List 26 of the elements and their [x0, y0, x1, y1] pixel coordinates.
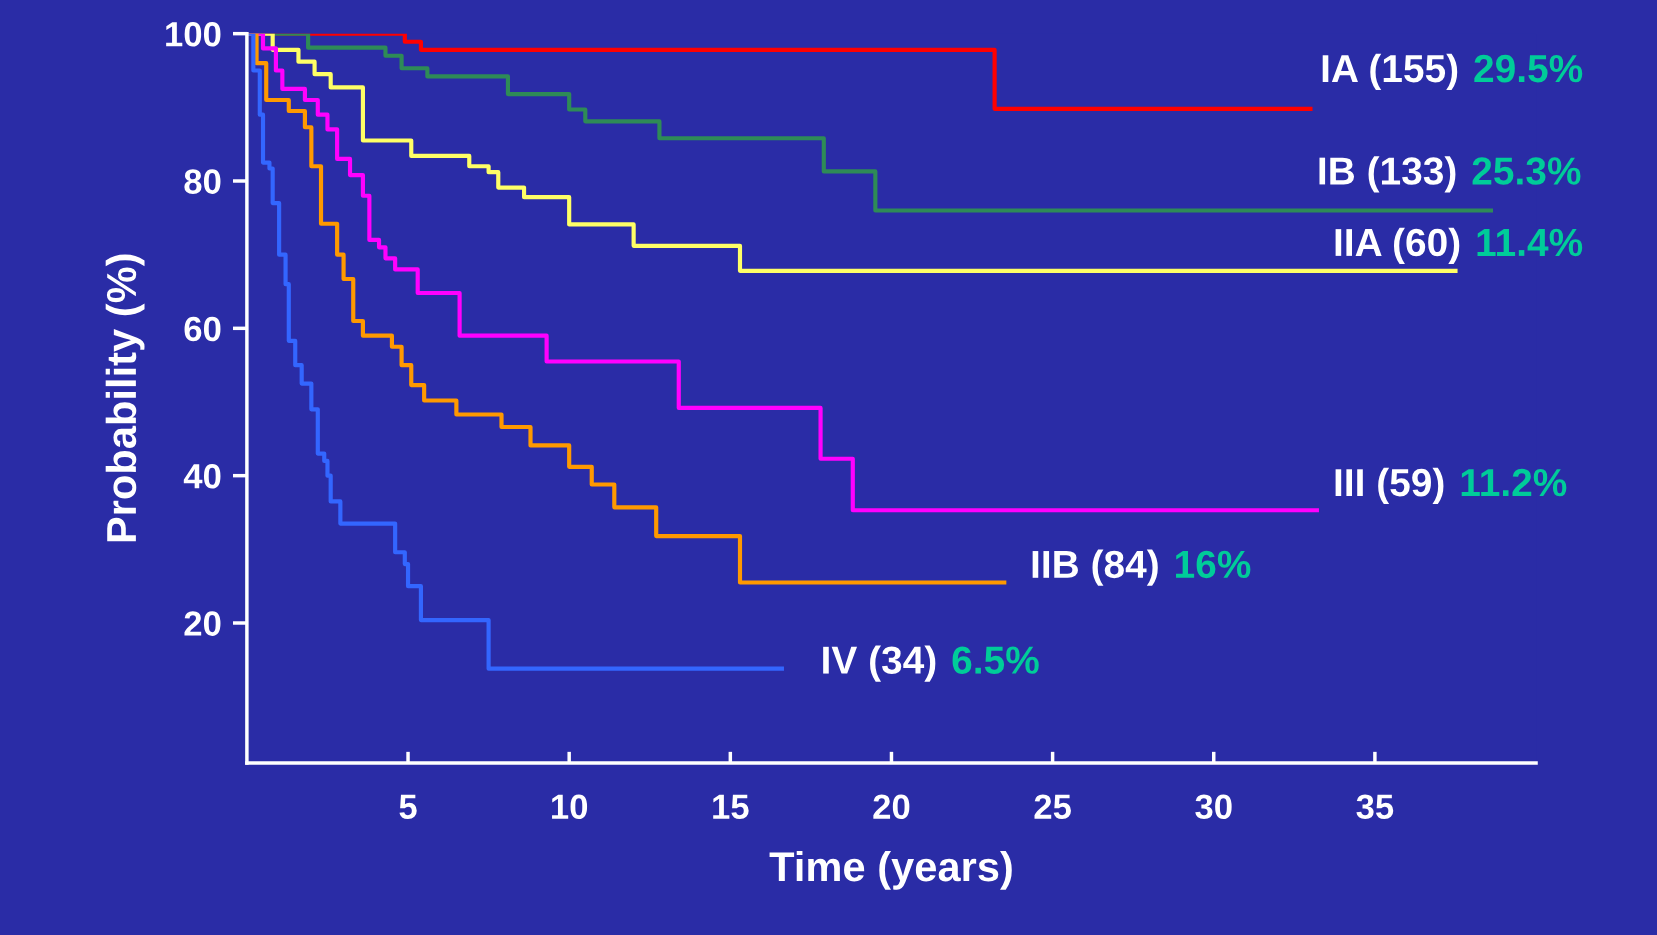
x-tick-label: 30 [1195, 794, 1232, 820]
series-label: IA (155) [1322, 53, 1458, 91]
annotation: 16% [1176, 550, 1251, 579]
y-tick-label: 100 [166, 22, 221, 47]
annotation: 11.2% [1461, 468, 1567, 497]
x-tick-label: 25 [1034, 794, 1071, 820]
x-tick-label: 15 [713, 794, 749, 820]
y-tick-label: 80 [184, 169, 221, 194]
series-label: IV (34) [823, 645, 936, 682]
y-tick-label: 20 [184, 611, 221, 636]
annotation: 29.5% [1474, 54, 1583, 83]
annotation: 6.5% [952, 646, 1039, 674]
x-tick-label: 10 [552, 794, 588, 820]
x-tick-label: 35 [1356, 794, 1394, 820]
series-label: IB (133) [1319, 156, 1456, 193]
y-tick-label: 40 [183, 464, 221, 489]
series-label: IIB (84) [1032, 549, 1158, 586]
x-tick-label: 5 [399, 794, 417, 820]
series-label: III (59) [1335, 467, 1444, 505]
y-tick-label: 60 [184, 316, 221, 342]
y-axis-title: Probability (%) [105, 254, 145, 542]
x-axis-title: Time (years) [769, 850, 1012, 890]
x-tick-label: 20 [873, 794, 910, 820]
annotation: 25.3% [1472, 157, 1581, 185]
series-label: IIA (60) [1335, 227, 1460, 264]
annotation: 11.4% [1477, 228, 1583, 257]
